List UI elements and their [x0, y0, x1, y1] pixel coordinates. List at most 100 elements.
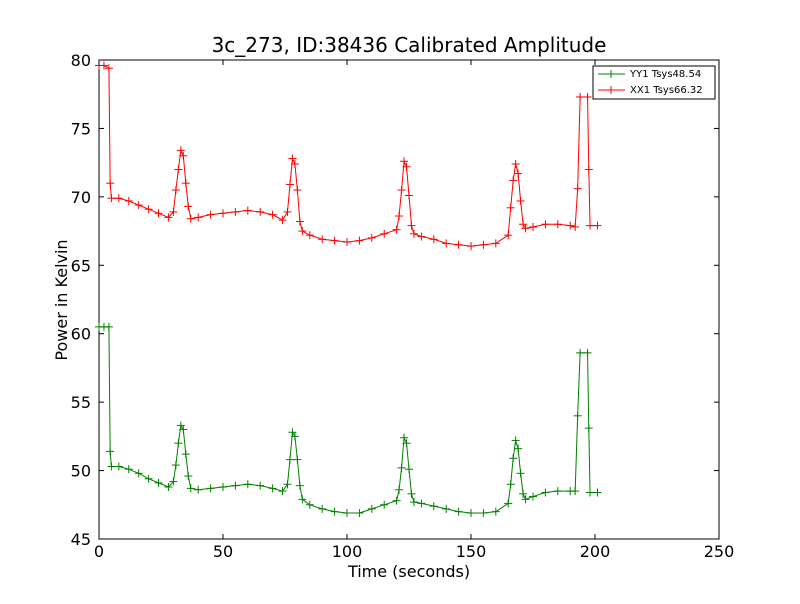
series-point	[442, 504, 451, 513]
series-point	[491, 239, 500, 248]
legend-xx1-label: XX1 Tsys66.32	[630, 85, 703, 96]
series-point	[355, 508, 364, 517]
series-point	[586, 488, 595, 497]
series-point	[553, 220, 562, 229]
series-point	[367, 233, 376, 242]
series-point	[541, 488, 550, 497]
series-point	[124, 465, 133, 474]
series-point	[256, 207, 265, 216]
series-point	[593, 488, 602, 497]
series-point	[194, 213, 203, 222]
series-point	[107, 194, 116, 203]
y-tick-label: 50	[71, 462, 91, 481]
series-point	[467, 242, 475, 251]
series-point	[298, 495, 307, 504]
series-point	[429, 502, 438, 511]
legend-box	[592, 65, 716, 100]
series-point	[553, 487, 562, 496]
series-point	[402, 162, 411, 171]
series-point	[584, 165, 593, 174]
series-point	[181, 179, 190, 188]
series-point	[454, 240, 463, 249]
series-point	[380, 500, 389, 509]
series-point	[285, 180, 294, 189]
series-point	[283, 480, 292, 489]
series-point	[405, 465, 413, 474]
series-point	[511, 436, 520, 445]
series-point	[268, 210, 277, 219]
x-axis-title: Time (seconds)	[347, 562, 470, 581]
series-point	[584, 424, 593, 433]
series-point	[529, 222, 537, 231]
y-axis-title: Power in Kelvin	[52, 239, 71, 360]
series-point	[144, 474, 153, 483]
series-point	[179, 151, 188, 160]
series-point	[343, 508, 351, 517]
series-point	[154, 209, 163, 218]
series-point	[504, 231, 513, 240]
series-point	[576, 92, 585, 101]
series-point	[134, 201, 143, 210]
y-tick-label: 70	[71, 188, 91, 207]
series-point	[405, 191, 413, 200]
series-point	[104, 322, 113, 331]
plot-area	[98, 59, 720, 540]
series-point	[176, 421, 185, 430]
series-point	[529, 492, 537, 501]
series-point	[231, 481, 240, 490]
series-point	[583, 92, 592, 101]
series-point	[521, 495, 530, 504]
series-point	[318, 504, 327, 513]
series-point	[114, 194, 123, 203]
series-point	[104, 64, 113, 73]
series-point	[355, 236, 364, 245]
series-point	[290, 432, 299, 441]
series-point	[514, 169, 523, 178]
series-point	[442, 239, 451, 248]
series-point	[380, 229, 389, 238]
x-tick-label: 200	[580, 542, 611, 561]
series-point	[107, 462, 116, 471]
series-point	[509, 176, 518, 185]
series-point	[268, 484, 277, 493]
series-point	[134, 469, 143, 478]
series-point	[288, 428, 297, 437]
series-point	[285, 455, 294, 464]
series-point	[330, 507, 339, 516]
series-point	[194, 485, 203, 494]
x-tick-label: 50	[213, 542, 233, 561]
series-point	[318, 235, 327, 244]
series-point	[571, 487, 580, 496]
series-point	[184, 472, 193, 481]
series-point	[576, 348, 585, 357]
legend-yy1-label: YY1 Tsys48.54	[629, 69, 701, 80]
series-point	[516, 196, 525, 205]
series-point	[330, 236, 339, 245]
series-point	[511, 160, 520, 169]
series-point	[479, 508, 488, 517]
series-point	[417, 499, 426, 508]
series-point	[298, 227, 307, 236]
series-point	[186, 484, 195, 493]
series-point	[169, 207, 178, 216]
series-point	[392, 496, 401, 505]
series-point	[479, 240, 488, 249]
series-point	[174, 439, 183, 448]
series-point	[290, 160, 299, 169]
series-point	[164, 213, 173, 222]
series-point	[407, 489, 416, 498]
series-point	[171, 186, 180, 195]
series-point	[186, 214, 195, 223]
series-point	[454, 507, 463, 516]
series-point	[288, 154, 297, 163]
y-tick-label: 75	[71, 119, 91, 138]
series-point	[176, 146, 185, 155]
series-point	[219, 209, 227, 218]
series-point	[154, 478, 163, 487]
y-tick-label: 55	[71, 393, 91, 412]
series-point	[392, 225, 401, 234]
series-point	[509, 454, 518, 463]
series-point	[573, 184, 582, 193]
legend: YY1 Tsys48.54 XX1 Tsys66.32	[592, 65, 716, 100]
